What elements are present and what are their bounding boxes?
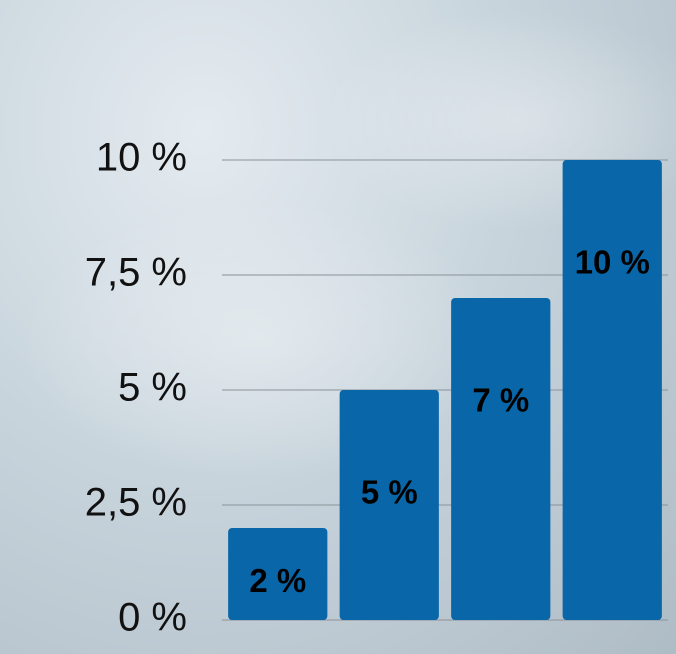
value-label: 2 % (249, 562, 306, 599)
bar (339, 390, 439, 620)
y-tick-label: 7,5 % (85, 251, 187, 295)
y-tick-label: 2,5 % (85, 481, 187, 525)
y-tick-label: 10 % (96, 136, 187, 180)
bar (228, 528, 328, 620)
value-label: 5 % (361, 474, 418, 511)
y-tick-label: 0 % (118, 596, 187, 640)
value-label: 10 % (575, 244, 650, 281)
y-tick-label: 5 % (118, 366, 187, 410)
value-label: 7 % (472, 382, 529, 419)
bar (451, 298, 551, 620)
bar (562, 160, 662, 620)
